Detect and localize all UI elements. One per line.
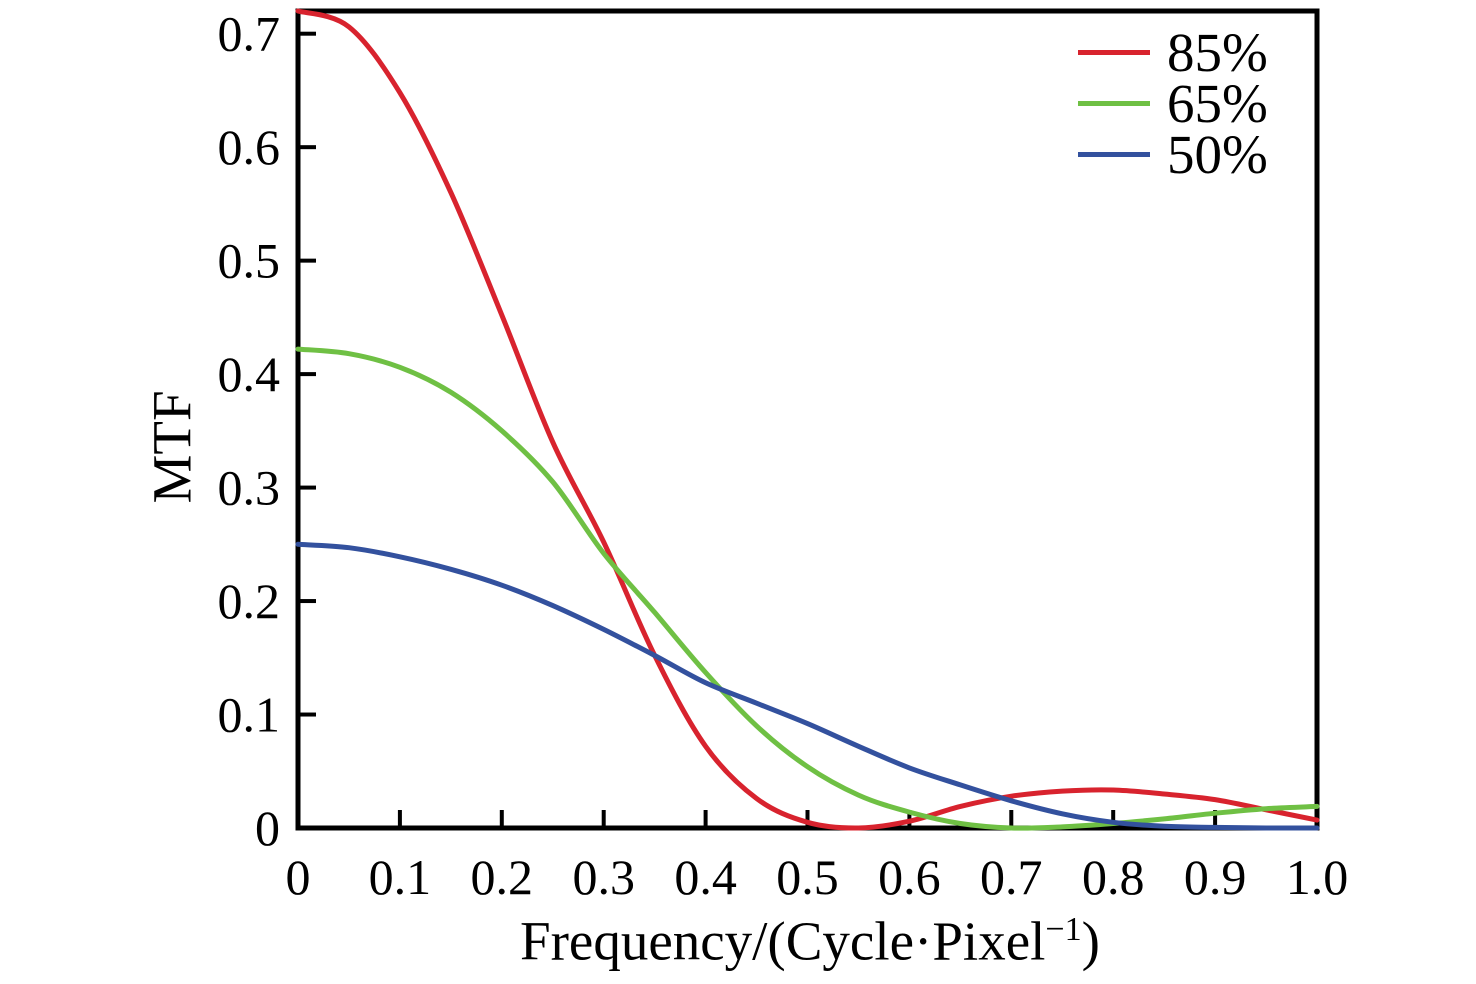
- legend-label-50: 50%: [1167, 124, 1268, 185]
- x-tick-label: 0.8: [1082, 849, 1145, 905]
- legend-label-65: 65%: [1167, 73, 1268, 134]
- y-tick-label: 0.6: [218, 119, 281, 175]
- x-tick-label: 0.7: [980, 849, 1043, 905]
- curve-50: [295, 541, 1320, 831]
- x-tick-label: 0.3: [572, 849, 635, 905]
- x-axis-label: Frequency/(Cycle·Pixel−1): [520, 910, 1100, 973]
- y-tick-label: 0.7: [218, 6, 281, 62]
- curve-85: [295, 8, 1320, 831]
- x-tick-label: 0.2: [471, 849, 534, 905]
- y-tick-label: 0.5: [218, 233, 281, 289]
- x-tick-label: 0.6: [878, 849, 941, 905]
- x-tick-label: 0.9: [1184, 849, 1247, 905]
- x-tick-label: 0.5: [776, 849, 839, 905]
- legend-swatch-50: [1078, 152, 1150, 157]
- x-axis-label-close: ): [1081, 910, 1100, 972]
- x-tick-label: 1.0: [1286, 849, 1349, 905]
- x-tick-label: 0.4: [674, 849, 737, 905]
- legend: 85% 65% 50%: [1078, 22, 1268, 185]
- y-axis-label: MTF: [141, 390, 203, 504]
- legend-swatch-85: [1078, 50, 1150, 55]
- x-axis-label-exponent: −1: [1045, 911, 1082, 949]
- y-tick-label: 0.3: [218, 460, 281, 516]
- legend-item-65: 65%: [1078, 73, 1268, 134]
- y-tick-label: 0.2: [218, 573, 281, 629]
- legend-swatch-65: [1078, 101, 1150, 106]
- legend-label-85: 85%: [1167, 22, 1268, 83]
- curve-65: [295, 346, 1320, 831]
- plot-border: [295, 8, 1320, 831]
- x-axis-label-text: Frequency/(Cycle·Pixel: [520, 910, 1046, 972]
- y-tick-label: 0.4: [218, 346, 281, 402]
- y-tick-label: 0.1: [218, 687, 281, 743]
- x-tick-label: 0: [286, 849, 311, 905]
- y-tick-label: 0: [255, 800, 280, 856]
- x-tick-label: 0.1: [369, 849, 432, 905]
- legend-item-85: 85%: [1078, 22, 1268, 83]
- legend-item-50: 50%: [1078, 124, 1268, 185]
